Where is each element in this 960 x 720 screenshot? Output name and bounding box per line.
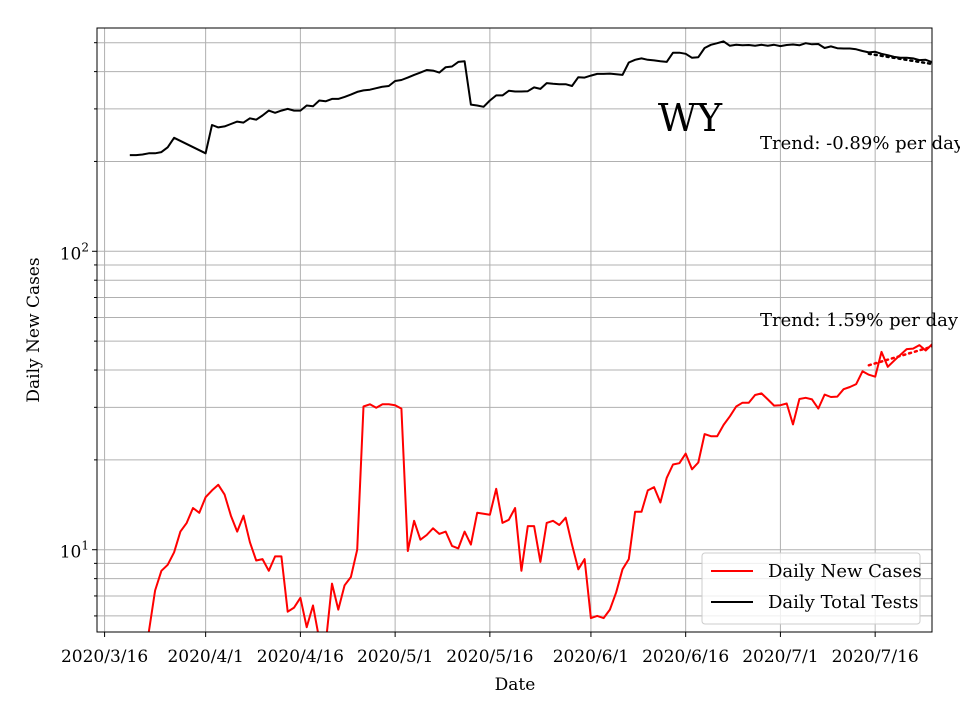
daily-total-tests-line	[129, 40, 932, 157]
ticks: 2020/3/16 2020/4/1 2020/4/16 2020/5/1 2020/5…	[60, 42, 919, 667]
x-axis-label: Date	[495, 675, 536, 695]
series-layer	[129, 40, 932, 632]
x-tick-label: 2020/5/16	[446, 647, 533, 667]
legend-tests-label: Daily Total Tests	[768, 592, 918, 613]
cases-trend-line	[867, 345, 932, 367]
trend-layer	[867, 52, 932, 367]
x-tick-label: 2020/6/16	[642, 647, 729, 667]
plot-frame	[96, 27, 933, 633]
tests-trend-line	[867, 52, 932, 66]
x-tick-label: 2020/6/1	[553, 647, 629, 667]
x-tick-label: 2020/7/1	[742, 647, 818, 667]
y-axis-label: Daily New Cases	[24, 257, 44, 402]
x-tick-label: 2020/7/16	[832, 647, 919, 667]
daily-new-cases-line	[147, 343, 932, 632]
trend-annotation-tests: Trend: -0.89% per day	[760, 133, 960, 154]
y-tick-label: 102	[60, 240, 89, 264]
legend-cases-label: Daily New Cases	[768, 561, 922, 582]
x-tick-label: 2020/4/1	[167, 647, 243, 667]
y-tick-label: 101	[60, 539, 89, 563]
x-tick-label: 2020/4/16	[257, 647, 344, 667]
trend-annotation-cases: Trend: 1.59% per day	[760, 310, 959, 331]
legend-box	[701, 552, 921, 625]
grid	[97, 28, 932, 632]
chart-title: WY	[658, 96, 723, 140]
x-tick-label: 2020/3/16	[61, 647, 148, 667]
legend: Daily New Cases Daily Total Tests	[701, 552, 922, 625]
x-tick-label: 2020/5/1	[357, 647, 433, 667]
